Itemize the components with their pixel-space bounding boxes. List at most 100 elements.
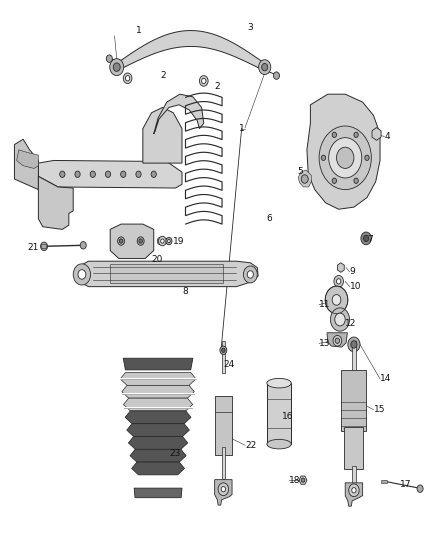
- Polygon shape: [125, 411, 191, 424]
- Circle shape: [417, 485, 423, 492]
- Bar: [352, 341, 356, 370]
- Text: 11: 11: [319, 300, 331, 309]
- Circle shape: [157, 237, 163, 245]
- Circle shape: [117, 237, 124, 245]
- Text: 21: 21: [28, 244, 39, 253]
- Circle shape: [354, 178, 358, 183]
- Circle shape: [332, 132, 336, 138]
- Polygon shape: [154, 94, 204, 134]
- Text: 7: 7: [367, 236, 373, 245]
- Circle shape: [123, 73, 132, 84]
- Polygon shape: [122, 385, 194, 398]
- Circle shape: [336, 279, 341, 284]
- Circle shape: [168, 239, 170, 243]
- Polygon shape: [115, 30, 267, 68]
- Circle shape: [365, 155, 369, 160]
- Text: 23: 23: [169, 449, 180, 458]
- Circle shape: [335, 338, 339, 343]
- Circle shape: [327, 288, 346, 312]
- Text: 2: 2: [160, 71, 166, 80]
- Text: 6: 6: [267, 214, 272, 223]
- Circle shape: [110, 59, 124, 76]
- Text: 9: 9: [350, 268, 355, 276]
- Text: 19: 19: [173, 237, 185, 246]
- Polygon shape: [17, 150, 39, 168]
- Polygon shape: [327, 333, 347, 347]
- Text: 18: 18: [289, 475, 300, 484]
- Text: 5: 5: [297, 166, 303, 175]
- Circle shape: [332, 295, 341, 305]
- Polygon shape: [134, 488, 182, 498]
- Polygon shape: [215, 480, 232, 505]
- Circle shape: [258, 60, 271, 75]
- Circle shape: [354, 132, 358, 138]
- Text: 16: 16: [282, 411, 293, 421]
- Polygon shape: [123, 358, 193, 370]
- Text: 1: 1: [136, 26, 142, 35]
- Circle shape: [80, 241, 86, 249]
- Bar: [381, 480, 388, 483]
- Polygon shape: [299, 476, 307, 484]
- Text: 20: 20: [152, 255, 163, 264]
- Circle shape: [165, 238, 169, 244]
- Polygon shape: [78, 261, 258, 287]
- Polygon shape: [110, 264, 223, 284]
- Polygon shape: [298, 170, 311, 187]
- Text: 10: 10: [350, 282, 361, 291]
- Circle shape: [325, 286, 348, 314]
- Polygon shape: [130, 449, 186, 462]
- Circle shape: [244, 266, 257, 283]
- Text: 15: 15: [374, 405, 385, 414]
- Circle shape: [349, 484, 359, 497]
- Circle shape: [319, 126, 371, 190]
- Polygon shape: [128, 437, 188, 449]
- Text: 3: 3: [247, 23, 253, 33]
- Text: 17: 17: [399, 480, 411, 489]
- Circle shape: [273, 72, 279, 79]
- Circle shape: [151, 171, 156, 177]
- Polygon shape: [307, 94, 380, 209]
- Text: 12: 12: [345, 319, 357, 328]
- Polygon shape: [39, 176, 73, 229]
- Circle shape: [348, 337, 360, 352]
- Circle shape: [201, 78, 206, 84]
- Circle shape: [166, 237, 172, 245]
- Text: 13: 13: [319, 339, 331, 348]
- Circle shape: [332, 178, 336, 183]
- Text: 24: 24: [223, 360, 235, 369]
- Bar: [215, 397, 232, 455]
- Circle shape: [222, 348, 225, 352]
- Circle shape: [41, 242, 47, 251]
- Circle shape: [334, 276, 343, 287]
- Circle shape: [199, 76, 208, 86]
- Circle shape: [261, 63, 268, 71]
- Circle shape: [330, 308, 350, 331]
- Circle shape: [78, 270, 86, 279]
- Circle shape: [60, 171, 65, 177]
- Circle shape: [247, 271, 253, 278]
- Circle shape: [335, 313, 345, 326]
- Circle shape: [220, 346, 227, 354]
- Bar: [222, 447, 225, 479]
- Circle shape: [351, 341, 357, 348]
- Ellipse shape: [267, 439, 291, 449]
- Circle shape: [137, 237, 144, 245]
- Bar: [352, 466, 356, 483]
- Circle shape: [333, 335, 342, 346]
- Circle shape: [113, 63, 120, 71]
- Circle shape: [364, 235, 369, 241]
- Circle shape: [161, 239, 164, 243]
- Polygon shape: [345, 483, 363, 506]
- Circle shape: [139, 239, 142, 243]
- Circle shape: [119, 239, 123, 243]
- Circle shape: [336, 147, 354, 168]
- Polygon shape: [39, 160, 182, 188]
- Polygon shape: [110, 224, 154, 259]
- Circle shape: [328, 138, 362, 178]
- Text: 4: 4: [385, 132, 390, 141]
- Circle shape: [159, 236, 166, 246]
- Circle shape: [321, 155, 325, 160]
- Circle shape: [75, 171, 80, 177]
- Text: 1: 1: [239, 124, 244, 133]
- Circle shape: [361, 232, 371, 245]
